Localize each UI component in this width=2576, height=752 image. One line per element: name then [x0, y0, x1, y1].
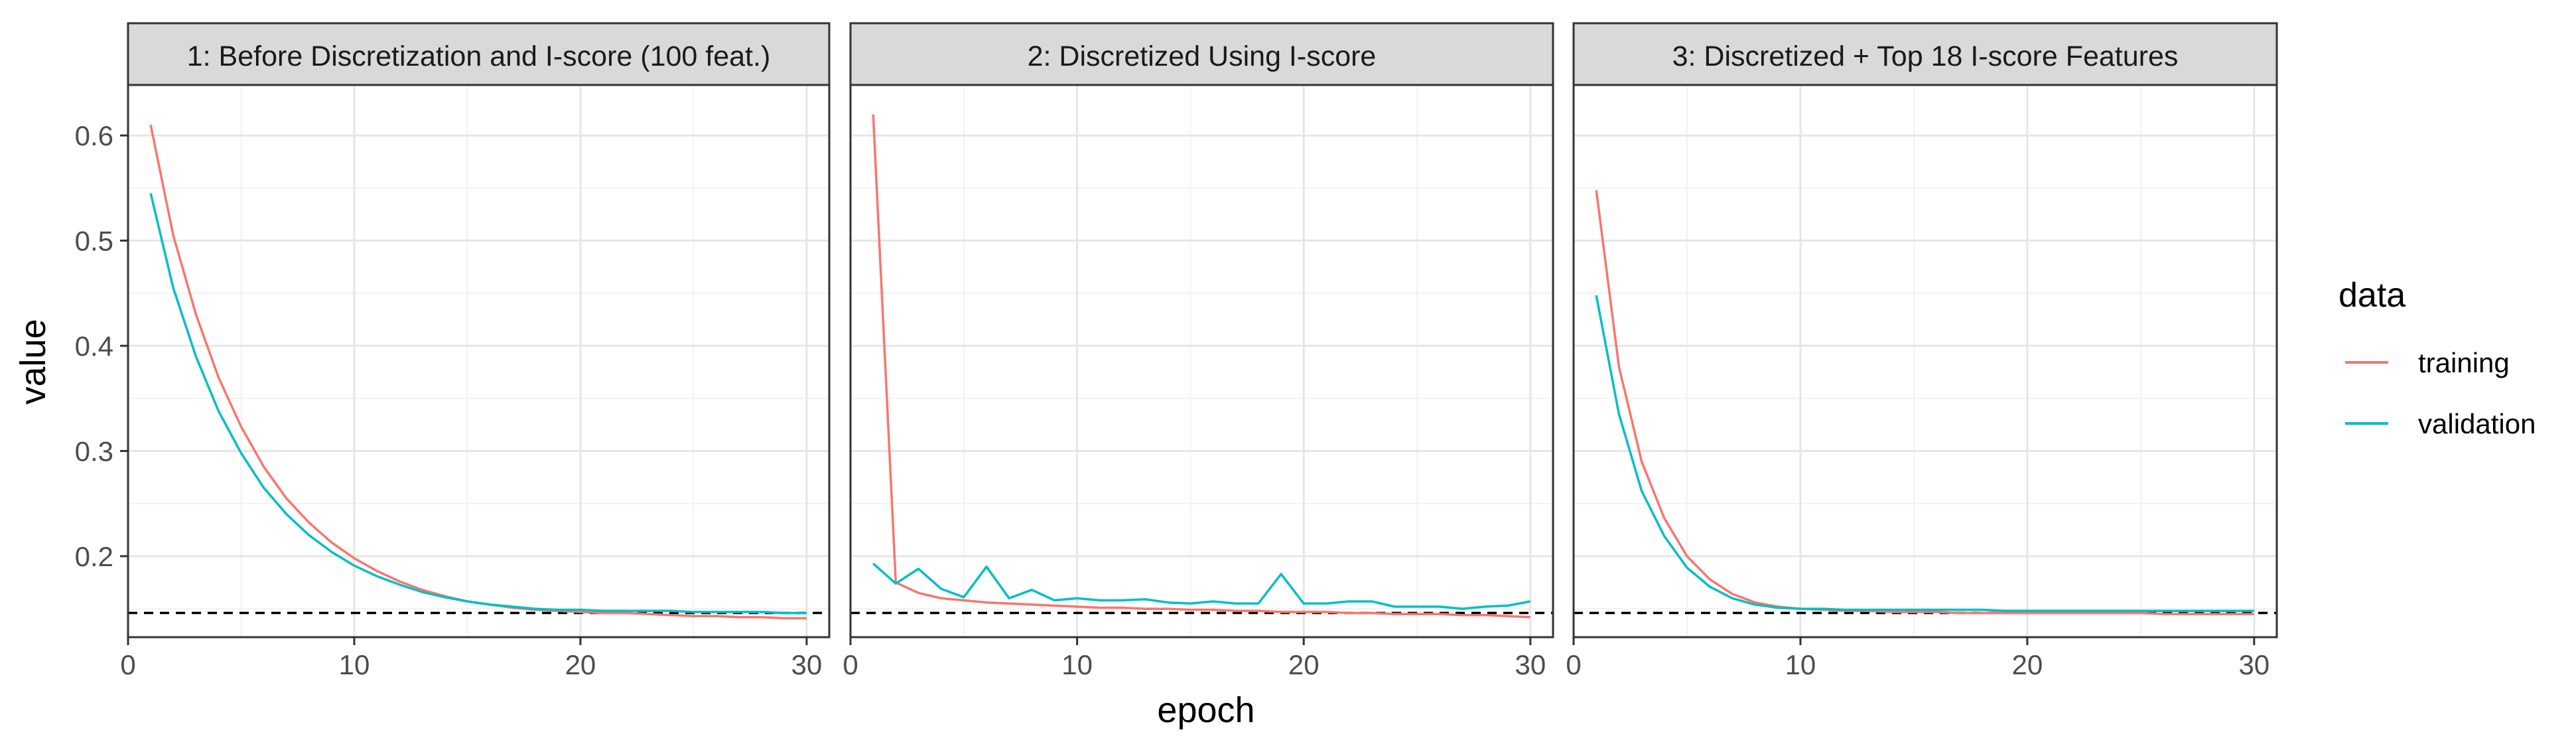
y-axis: 0.2 0.3 0.4 0.5 0.6 — [75, 120, 128, 572]
y-axis-title: value — [13, 319, 53, 404]
panel-1: 1: Before Discretization and I-score (10… — [120, 22, 831, 680]
x-tick-label: 20 — [1288, 649, 1320, 680]
series-line-training — [1595, 190, 2254, 615]
series-line-validation — [1595, 295, 2254, 613]
legend-label-validation: validation — [2418, 408, 2536, 439]
y-tick-label: 0.4 — [75, 331, 113, 362]
panel-strip — [849, 22, 1554, 86]
panel-title: 1: Before Discretization and I-score (10… — [187, 40, 771, 72]
y-tick-label: 0.5 — [75, 226, 113, 257]
panel-strip — [1572, 22, 2278, 86]
panel-border — [1572, 84, 2278, 639]
panel-2: 2: Discretized Using I-score 0 10 20 30 — [843, 22, 1554, 680]
series-line-validation — [872, 562, 1531, 610]
x-tick-label: 0 — [843, 649, 858, 680]
series-line-validation — [149, 192, 807, 615]
x-tick-label: 20 — [565, 649, 596, 680]
x-tick-label: 0 — [120, 649, 135, 680]
x-tick-label: 20 — [2012, 649, 2043, 680]
y-tick-label: 0.6 — [75, 120, 113, 151]
x-tick-label: 30 — [2238, 649, 2270, 680]
x-tick-label: 10 — [1785, 649, 1816, 680]
legend: data training validation — [2339, 276, 2536, 439]
x-tick-label: 10 — [339, 649, 370, 680]
legend-title: data — [2339, 276, 2406, 315]
series-line-training — [872, 114, 1530, 619]
x-tick-label: 30 — [1515, 649, 1546, 680]
x-tick-label: 30 — [791, 649, 823, 680]
x-tick-label: 10 — [1061, 649, 1093, 680]
panel-3: 3: Discretized + Top 18 I-score Features… — [1566, 22, 2278, 680]
panels-group: 1: Before Discretization and I-score (10… — [120, 22, 2278, 680]
panel-title: 3: Discretized + Top 18 I-score Features — [1672, 40, 2179, 72]
y-tick-label: 0.3 — [75, 435, 113, 467]
legend-label-training: training — [2418, 347, 2510, 378]
panel-border — [849, 84, 1554, 639]
x-axis-title: epoch — [1157, 690, 1254, 730]
y-tick-label: 0.2 — [75, 541, 113, 572]
panel-strip — [127, 22, 831, 86]
x-tick-label: 0 — [1566, 649, 1581, 680]
panel-title: 2: Discretized Using I-score — [1028, 40, 1377, 72]
panel-border — [127, 84, 831, 639]
